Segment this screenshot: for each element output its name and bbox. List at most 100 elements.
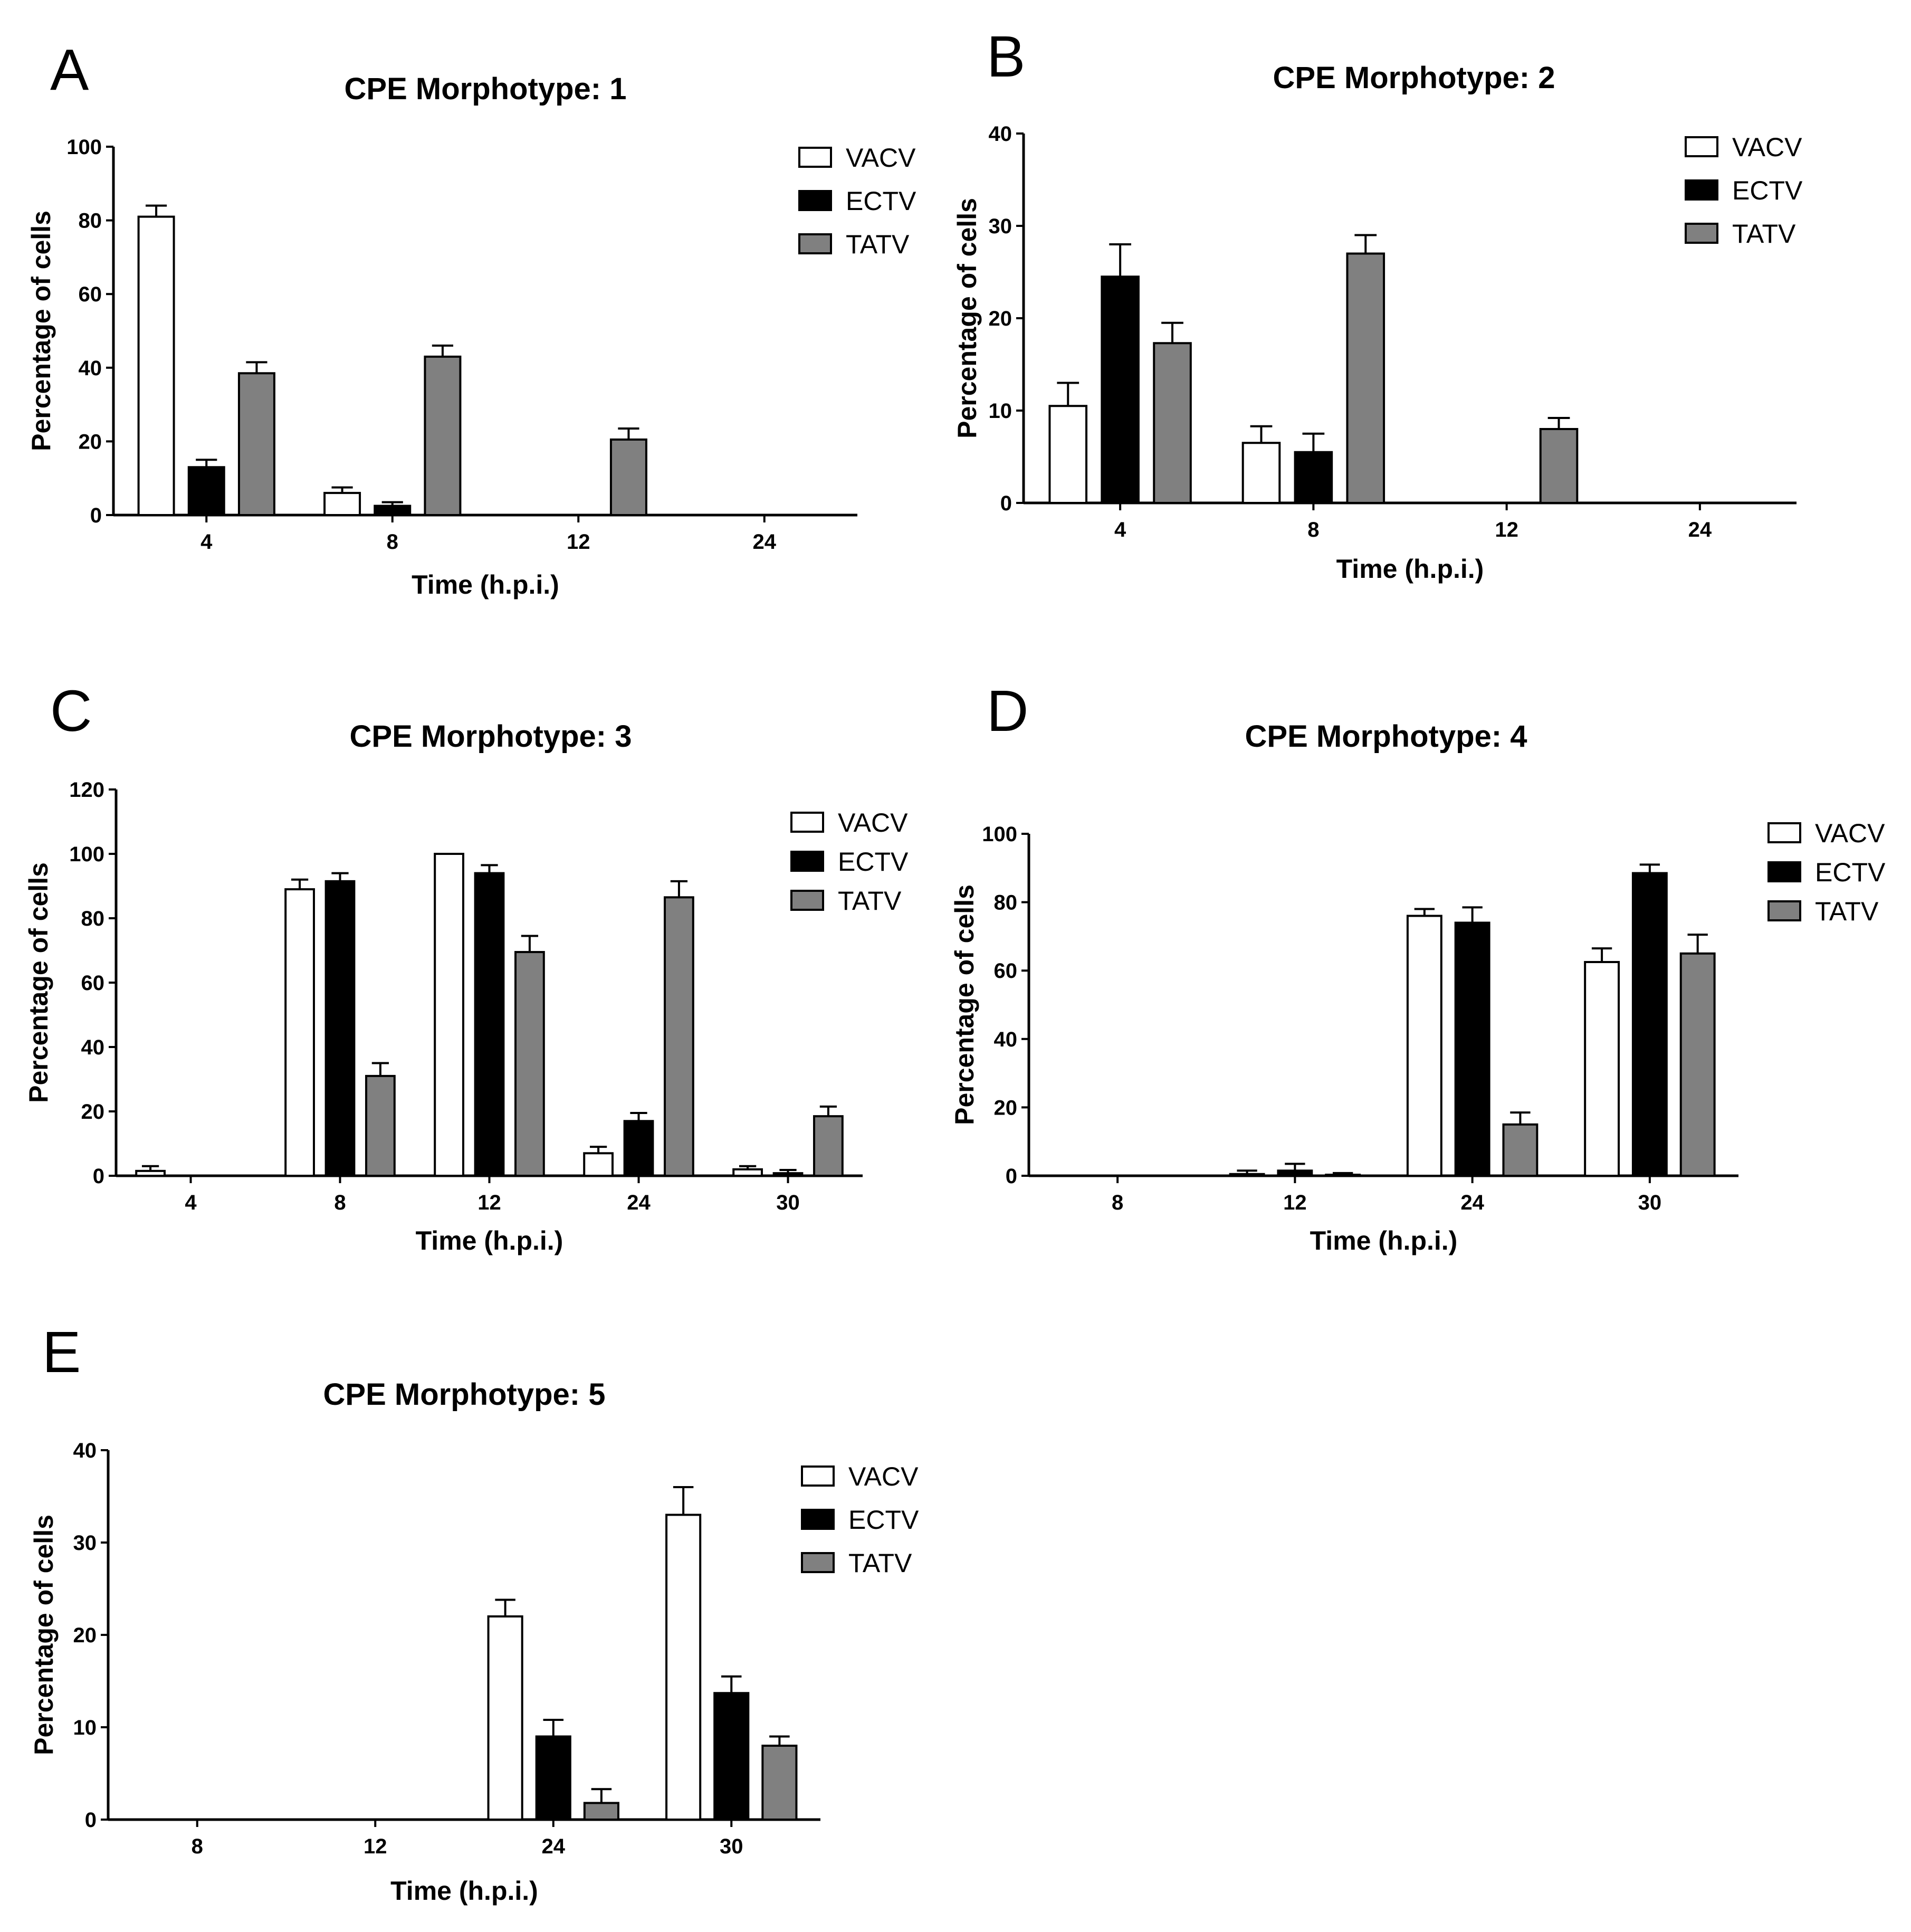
panel-letter: A	[50, 37, 89, 102]
y-tick-label: 20	[79, 430, 102, 453]
error-bar-vacv	[145, 204, 167, 217]
bar-tatv	[1153, 342, 1192, 504]
legend-swatch-ectv	[801, 1509, 835, 1530]
error-bar-ectv	[1109, 243, 1131, 277]
x-tick-label: 8	[334, 1191, 346, 1214]
y-tick-label: 20	[994, 1096, 1018, 1119]
x-axis-title: Time (h.p.i.)	[412, 570, 559, 599]
error-bar-ectv	[1302, 432, 1325, 452]
error-bar-ectv	[721, 1675, 742, 1693]
x-tick-label: 4	[1114, 518, 1126, 541]
error-bar-vacv	[291, 878, 309, 890]
legend-label-ectv: ECTV	[838, 847, 909, 877]
bar-vacv	[284, 888, 315, 1177]
error-bar-tatv	[618, 427, 639, 440]
legend-label-tatv: TATV	[838, 886, 902, 916]
y-tick-label: 60	[994, 959, 1018, 983]
error-bar-tatv	[1510, 1111, 1531, 1125]
bar-vacv	[1229, 1173, 1265, 1177]
bar-ectv	[1101, 275, 1140, 504]
legend-label-ectv: ECTV	[1732, 176, 1803, 205]
legend-label-ectv: ECTV	[848, 1505, 919, 1535]
x-tick-label: 30	[1638, 1191, 1662, 1214]
error-bar-ectv	[1285, 1163, 1305, 1171]
y-tick-label: 80	[79, 210, 102, 233]
y-tick-label: 80	[81, 907, 105, 930]
legend-label-vacv: VACV	[1732, 132, 1802, 162]
error-bar-tatv	[1687, 934, 1708, 954]
error-bar-tatv	[246, 361, 267, 374]
legend-swatch-ectv	[1685, 179, 1718, 201]
error-bar-tatv	[1354, 234, 1377, 254]
chart-panel-d: D CPE Morphotype: 4 0 20 40 60 80 100 Percentage…	[950, 679, 1886, 1255]
legend-swatch-vacv	[798, 147, 832, 168]
y-axis-title: Percentage of cells	[24, 862, 53, 1103]
legend-label-vacv: VACV	[848, 1462, 919, 1491]
bar-vacv	[1048, 405, 1088, 504]
bar-ectv	[474, 872, 505, 1177]
panel-letter: C	[50, 679, 92, 744]
bar-vacv	[583, 1152, 614, 1177]
panel-letter: B	[987, 24, 1025, 89]
legend-swatch-vacv	[1685, 136, 1718, 157]
error-bar-vacv	[673, 1486, 694, 1515]
bar-tatv	[1346, 252, 1386, 504]
x-tick-label: 24	[627, 1191, 651, 1214]
legend-swatch-vacv	[1767, 822, 1801, 843]
bar-vacv	[732, 1168, 763, 1177]
y-tick-label: 10	[989, 399, 1012, 423]
bar-vacv	[323, 492, 361, 516]
chart-panel-e: E CPE Morphotype: 5 0 10 20 30 40 Percentage of…	[29, 1320, 919, 1906]
legend-swatch-tatv	[798, 233, 832, 254]
legend-swatch-ectv	[1767, 861, 1801, 882]
y-tick-label: 0	[1006, 1165, 1017, 1188]
x-axis-title: Time (h.p.i.)	[1310, 1226, 1458, 1255]
y-tick-label: 10	[73, 1716, 97, 1739]
y-axis-title: Percentage of cells	[26, 211, 56, 451]
x-tick-label: 12	[1495, 518, 1518, 541]
bar-tatv	[1502, 1123, 1539, 1177]
legend-label-tatv: TATV	[846, 230, 910, 259]
error-bar-ectv	[481, 864, 498, 873]
panel-letter: E	[42, 1320, 81, 1385]
y-tick-label: 0	[85, 1809, 97, 1832]
error-bar-vacv	[331, 486, 353, 493]
error-bar-ectv	[1462, 906, 1483, 923]
bar-tatv	[813, 1115, 844, 1177]
bar-tatv	[1325, 1174, 1361, 1177]
error-bar-tatv	[769, 1735, 790, 1746]
x-tick-label: 24	[1688, 518, 1712, 541]
bar-tatv	[609, 438, 647, 516]
bar-vacv	[137, 215, 175, 516]
x-tick-label: 8	[1307, 518, 1319, 541]
error-bar-vacv	[141, 1165, 159, 1171]
chart-panel-b: B CPE Morphotype: 2 0 10 20 30 40 Percentage of…	[952, 24, 1803, 584]
bar-vacv	[665, 1514, 702, 1821]
bar-tatv	[237, 372, 275, 517]
y-tick-label: 100	[69, 843, 104, 866]
legend-swatch-vacv	[790, 812, 824, 833]
error-bar-vacv	[1057, 382, 1079, 406]
legend-label-tatv: TATV	[1732, 219, 1796, 249]
x-tick-label: 24	[542, 1835, 566, 1858]
error-bar-vacv	[739, 1165, 757, 1169]
y-tick-label: 0	[1000, 492, 1012, 515]
bar-ectv	[535, 1735, 571, 1821]
bar-ectv	[772, 1172, 804, 1177]
y-tick-label: 60	[79, 283, 102, 306]
y-tick-label: 80	[994, 891, 1018, 915]
x-tick-label: 8	[387, 530, 398, 554]
x-tick-label: 12	[477, 1191, 501, 1214]
y-tick-label: 30	[73, 1531, 97, 1555]
chart-panel-c: C CPE Morphotype: 3 0 20 40 60 80 100 120 Percent…	[24, 679, 909, 1255]
error-bar-ectv	[630, 1112, 647, 1121]
y-tick-label: 60	[81, 972, 105, 995]
bar-vacv	[1584, 961, 1620, 1177]
bar-ectv	[623, 1120, 654, 1177]
x-tick-label: 24	[1460, 1191, 1484, 1214]
y-tick-label: 20	[73, 1624, 97, 1647]
chart-panel-a: A CPE Morphotype: 1 0 20 40 60 80 100 Percentage…	[26, 37, 916, 599]
y-tick-label: 40	[989, 122, 1012, 146]
y-tick-label: 0	[90, 504, 102, 527]
